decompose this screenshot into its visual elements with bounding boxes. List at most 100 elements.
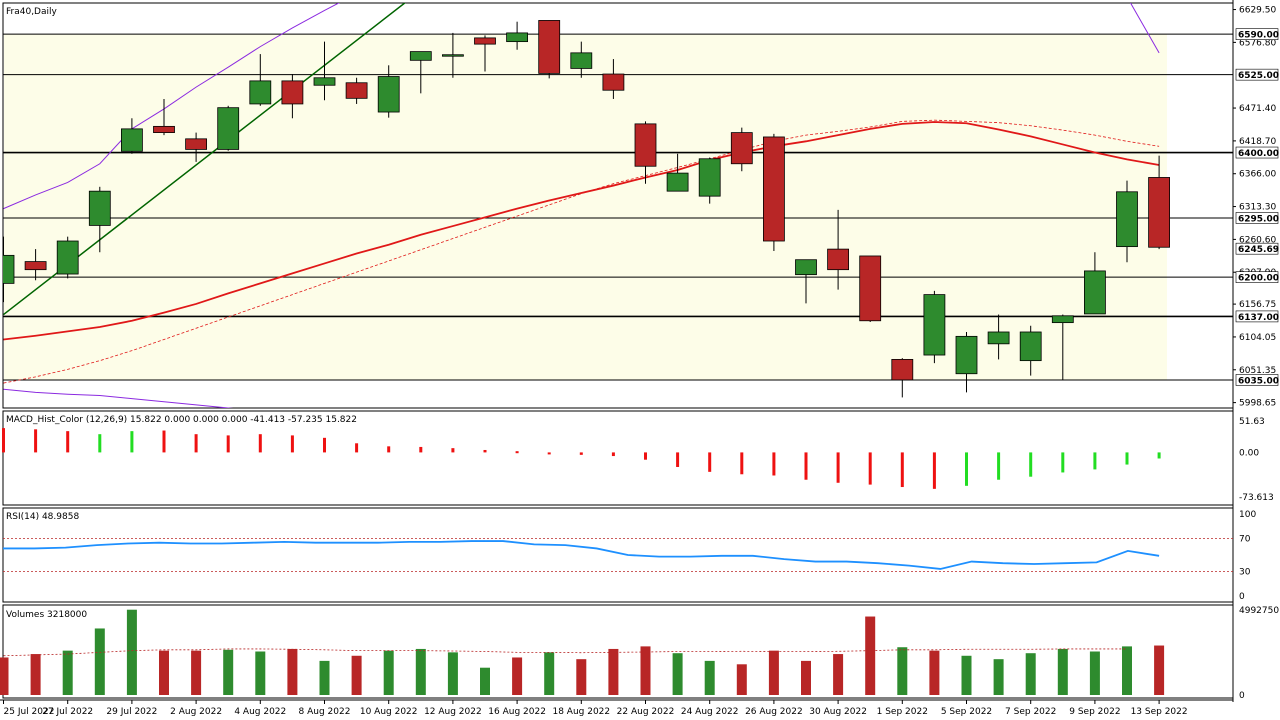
x-tick-label: 13 Sep 2022 xyxy=(1131,707,1188,717)
candle xyxy=(56,240,79,275)
volume-bar xyxy=(929,650,940,695)
volume-bar xyxy=(159,650,169,695)
candle xyxy=(730,132,753,165)
macd-bar xyxy=(515,451,519,454)
macd-bar xyxy=(355,443,359,453)
macd-bar xyxy=(804,452,808,480)
volume-label: Volumes 3218000 xyxy=(6,610,87,620)
volume-bar xyxy=(512,657,523,695)
macd-bar xyxy=(483,449,487,453)
volume-bar xyxy=(0,657,9,695)
macd-bar xyxy=(708,452,712,472)
rsi-y-tick-label: 0 xyxy=(1239,592,1245,602)
macd-bar xyxy=(194,434,198,453)
macd-bar xyxy=(323,437,326,453)
candle xyxy=(955,335,978,375)
volume-bar xyxy=(672,653,683,695)
candle xyxy=(923,294,946,356)
macd-bar xyxy=(1029,452,1033,477)
y-tick-label: 6313.30 xyxy=(1239,203,1276,213)
volume-bar xyxy=(993,659,1004,695)
candle xyxy=(666,172,689,192)
level-label: 6400.00 xyxy=(1238,149,1279,159)
macd-bar xyxy=(162,430,166,453)
volume-bar xyxy=(287,648,298,695)
volume-bar xyxy=(319,660,330,695)
candle xyxy=(377,76,400,113)
rsi-line xyxy=(3,540,1160,570)
macd-bar xyxy=(772,452,776,476)
current-price-box xyxy=(1235,242,1279,255)
candle xyxy=(891,358,914,381)
volume-bar xyxy=(1122,646,1132,695)
volume-bar xyxy=(833,654,844,695)
current-price-label: 6245.69 xyxy=(1238,245,1279,255)
candle xyxy=(795,259,817,276)
macd-label: MACD_Hist_Color (12,26,9) 15.822 0.000 0… xyxy=(6,415,357,425)
chart-title: Fra40,Daily xyxy=(6,7,57,17)
volume-bar xyxy=(191,650,202,695)
level-label: 6137.00 xyxy=(1238,313,1279,323)
volume-bar xyxy=(768,650,779,695)
candle xyxy=(185,138,208,150)
level-label: 6525.00 xyxy=(1238,71,1279,81)
y-tick-label: 6418.70 xyxy=(1239,137,1276,147)
volume-bar xyxy=(94,628,105,695)
x-tick-label: 16 Aug 2022 xyxy=(488,707,546,717)
y-tick-label: 6471.40 xyxy=(1239,104,1276,114)
volume-bar xyxy=(126,609,137,695)
macd-y-tick-label: 51.63 xyxy=(1239,417,1265,427)
macd-bar xyxy=(836,452,840,483)
x-tick-label: 8 Aug 2022 xyxy=(299,707,351,717)
macd-bar xyxy=(1125,452,1129,465)
macd-bar xyxy=(1157,452,1161,459)
macd-bar xyxy=(387,446,391,453)
x-tick-label: 4 Aug 2022 xyxy=(234,707,286,717)
volume-bar xyxy=(1057,648,1068,695)
candle xyxy=(249,80,272,105)
macd-bar xyxy=(66,431,70,453)
macd-bar xyxy=(932,452,936,489)
rsi-y-tick-label: 30 xyxy=(1239,567,1251,577)
macd-bar xyxy=(547,452,551,455)
volume-bar xyxy=(1089,651,1100,695)
volume-bar xyxy=(961,655,972,695)
candle xyxy=(121,128,143,152)
volume-bar xyxy=(351,655,362,695)
x-tick-label: 10 Aug 2022 xyxy=(360,707,418,717)
candle xyxy=(313,77,336,86)
volume-bar xyxy=(447,652,458,695)
level-label-box xyxy=(1235,68,1279,81)
x-tick-label: 9 Sep 2022 xyxy=(1069,707,1120,717)
range-band xyxy=(4,34,1167,380)
x-tick-label: 22 Aug 2022 xyxy=(617,707,675,717)
moving-average-dashed xyxy=(3,119,1160,384)
candle xyxy=(1084,270,1106,315)
x-tick-label: 18 Aug 2022 xyxy=(552,707,610,717)
volume-bar xyxy=(608,648,619,695)
volume-y-tick-label: 4992750 xyxy=(1239,606,1279,616)
volume-bar xyxy=(801,660,811,695)
candle xyxy=(570,52,593,69)
level-label-box xyxy=(1235,271,1279,283)
volume-y-tick-label: 0 xyxy=(1239,691,1245,701)
macd-bar xyxy=(611,452,615,457)
level-label-box xyxy=(1235,28,1279,40)
macd-y-tick-label: 0.00 xyxy=(1239,448,1259,458)
panel-frame-macd xyxy=(2,410,1234,506)
candle xyxy=(3,254,15,284)
candle xyxy=(859,255,882,322)
macd-bar xyxy=(226,435,230,453)
macd-bar xyxy=(451,448,455,453)
level-label-box xyxy=(1235,374,1279,386)
volume-bar xyxy=(736,664,747,695)
level-label: 6200.00 xyxy=(1238,274,1279,284)
x-tick-label: 30 Aug 2022 xyxy=(809,707,867,717)
x-tick-label: 2 Aug 2022 xyxy=(170,707,222,717)
candle xyxy=(345,82,368,99)
y-tick-label: 6576.80 xyxy=(1239,38,1276,48)
x-tick-label: 25 Jul 2022 xyxy=(4,707,55,717)
macd-bar xyxy=(644,452,647,460)
candle xyxy=(827,248,849,271)
